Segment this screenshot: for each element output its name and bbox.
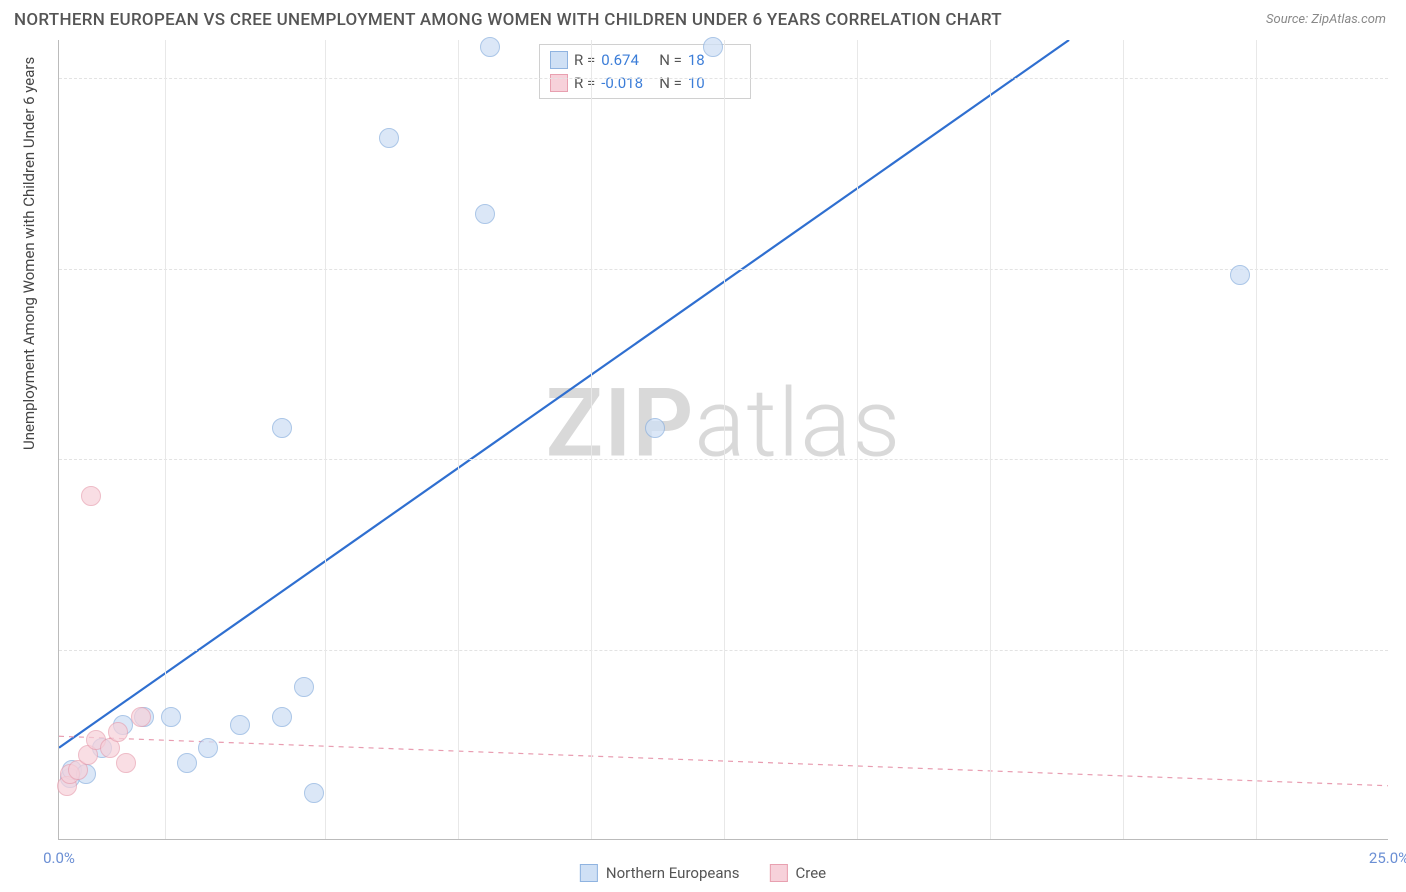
scatter-point: [304, 783, 324, 803]
stats-row: R = -0.018 N = 10: [550, 72, 740, 95]
scatter-point: [272, 707, 292, 727]
scatter-point: [81, 486, 101, 506]
scatter-point: [177, 753, 197, 773]
legend-item: Cree: [770, 864, 827, 882]
legend-label: Northern Europeans: [606, 864, 740, 882]
scatter-point: [703, 37, 723, 57]
series-swatch: [550, 74, 568, 92]
r-value: 0.674: [601, 49, 653, 72]
trend-line: [59, 40, 1069, 748]
scatter-point: [475, 204, 495, 224]
legend-swatch: [770, 864, 788, 882]
gridline-vertical: [325, 40, 326, 839]
scatter-point: [131, 707, 151, 727]
scatter-point: [161, 707, 181, 727]
gridline-vertical: [591, 40, 592, 839]
scatter-point: [379, 128, 399, 148]
x-tick-label: 25.0%: [1369, 849, 1406, 867]
gridline-vertical: [857, 40, 858, 839]
legend-item: Northern Europeans: [580, 864, 740, 882]
scatter-point: [294, 677, 314, 697]
n-label: N =: [659, 49, 682, 72]
r-value: -0.018: [601, 72, 653, 95]
r-label: R =: [574, 72, 595, 95]
series-swatch: [550, 51, 568, 69]
r-label: R =: [574, 49, 595, 72]
legend: Northern Europeans Cree: [580, 864, 826, 882]
y-axis-label: Unemployment Among Women with Children U…: [20, 57, 38, 450]
n-label: N =: [659, 72, 682, 95]
scatter-point: [272, 418, 292, 438]
scatter-point: [645, 418, 665, 438]
n-value: 10: [688, 72, 740, 95]
scatter-point: [108, 722, 128, 742]
legend-label: Cree: [796, 864, 827, 882]
gridline-vertical: [1123, 40, 1124, 839]
legend-swatch: [580, 864, 598, 882]
plot-area: ZIPatlas R =0.674N =18R =-0.018N =10 25.…: [58, 40, 1388, 840]
scatter-point: [480, 37, 500, 57]
gridline-vertical: [990, 40, 991, 839]
gridline-vertical: [1256, 40, 1257, 839]
scatter-point: [1230, 265, 1250, 285]
scatter-point: [230, 715, 250, 735]
x-tick-label: 0.0%: [43, 849, 75, 867]
scatter-point: [198, 738, 218, 758]
scatter-point: [116, 753, 136, 773]
gridline-vertical: [458, 40, 459, 839]
source-attribution: Source: ZipAtlas.com: [1266, 12, 1386, 27]
chart-title: NORTHERN EUROPEAN VS CREE UNEMPLOYMENT A…: [14, 10, 1002, 30]
gridline-vertical: [724, 40, 725, 839]
